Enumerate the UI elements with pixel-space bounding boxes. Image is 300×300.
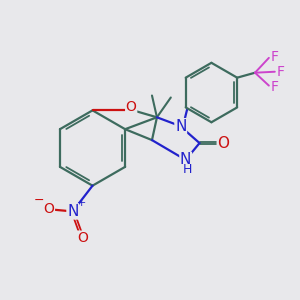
Text: H: H xyxy=(183,163,192,176)
Text: O: O xyxy=(126,100,136,114)
Text: O: O xyxy=(77,231,88,245)
Text: O: O xyxy=(217,136,229,151)
Text: F: F xyxy=(271,50,279,64)
Text: N: N xyxy=(175,119,186,134)
Text: F: F xyxy=(277,65,285,79)
Text: +: + xyxy=(77,199,86,208)
Text: F: F xyxy=(271,80,279,94)
Text: −: − xyxy=(34,194,44,207)
Text: N: N xyxy=(180,152,191,167)
Text: N: N xyxy=(67,204,78,219)
Text: O: O xyxy=(44,202,54,216)
